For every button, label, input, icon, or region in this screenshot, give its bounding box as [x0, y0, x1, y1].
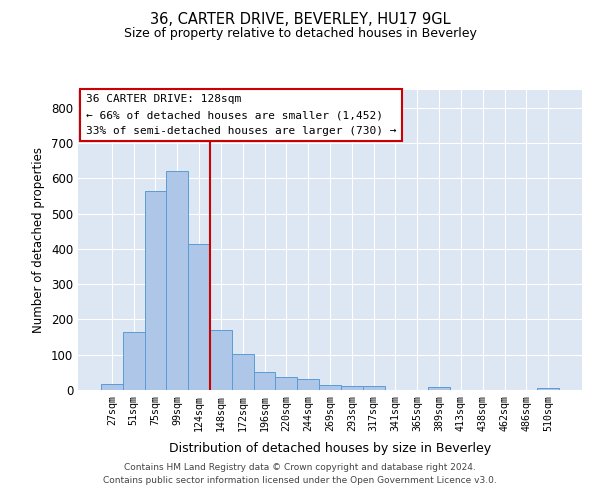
Text: Size of property relative to detached houses in Beverley: Size of property relative to detached ho… [124, 28, 476, 40]
Bar [297, 380, 319, 390]
Bar [166, 171, 188, 390]
Text: 36, CARTER DRIVE, BEVERLEY, HU17 9GL: 36, CARTER DRIVE, BEVERLEY, HU17 9GL [149, 12, 451, 28]
Bar [232, 354, 254, 390]
Bar [319, 385, 341, 390]
Bar [210, 330, 232, 390]
X-axis label: Distribution of detached houses by size in Beverley: Distribution of detached houses by size … [169, 442, 491, 455]
Bar [275, 376, 297, 390]
Bar [254, 372, 275, 390]
Text: Contains HM Land Registry data © Crown copyright and database right 2024.
Contai: Contains HM Land Registry data © Crown c… [103, 464, 497, 485]
Y-axis label: Number of detached properties: Number of detached properties [32, 147, 46, 333]
Bar [428, 387, 450, 390]
Bar [537, 388, 559, 390]
Bar [145, 192, 166, 390]
Bar [188, 244, 210, 390]
Text: 36 CARTER DRIVE: 128sqm
← 66% of detached houses are smaller (1,452)
33% of semi: 36 CARTER DRIVE: 128sqm ← 66% of detache… [86, 94, 396, 136]
Bar [101, 384, 123, 390]
Bar [363, 386, 385, 390]
Bar [341, 386, 363, 390]
Bar [123, 332, 145, 390]
